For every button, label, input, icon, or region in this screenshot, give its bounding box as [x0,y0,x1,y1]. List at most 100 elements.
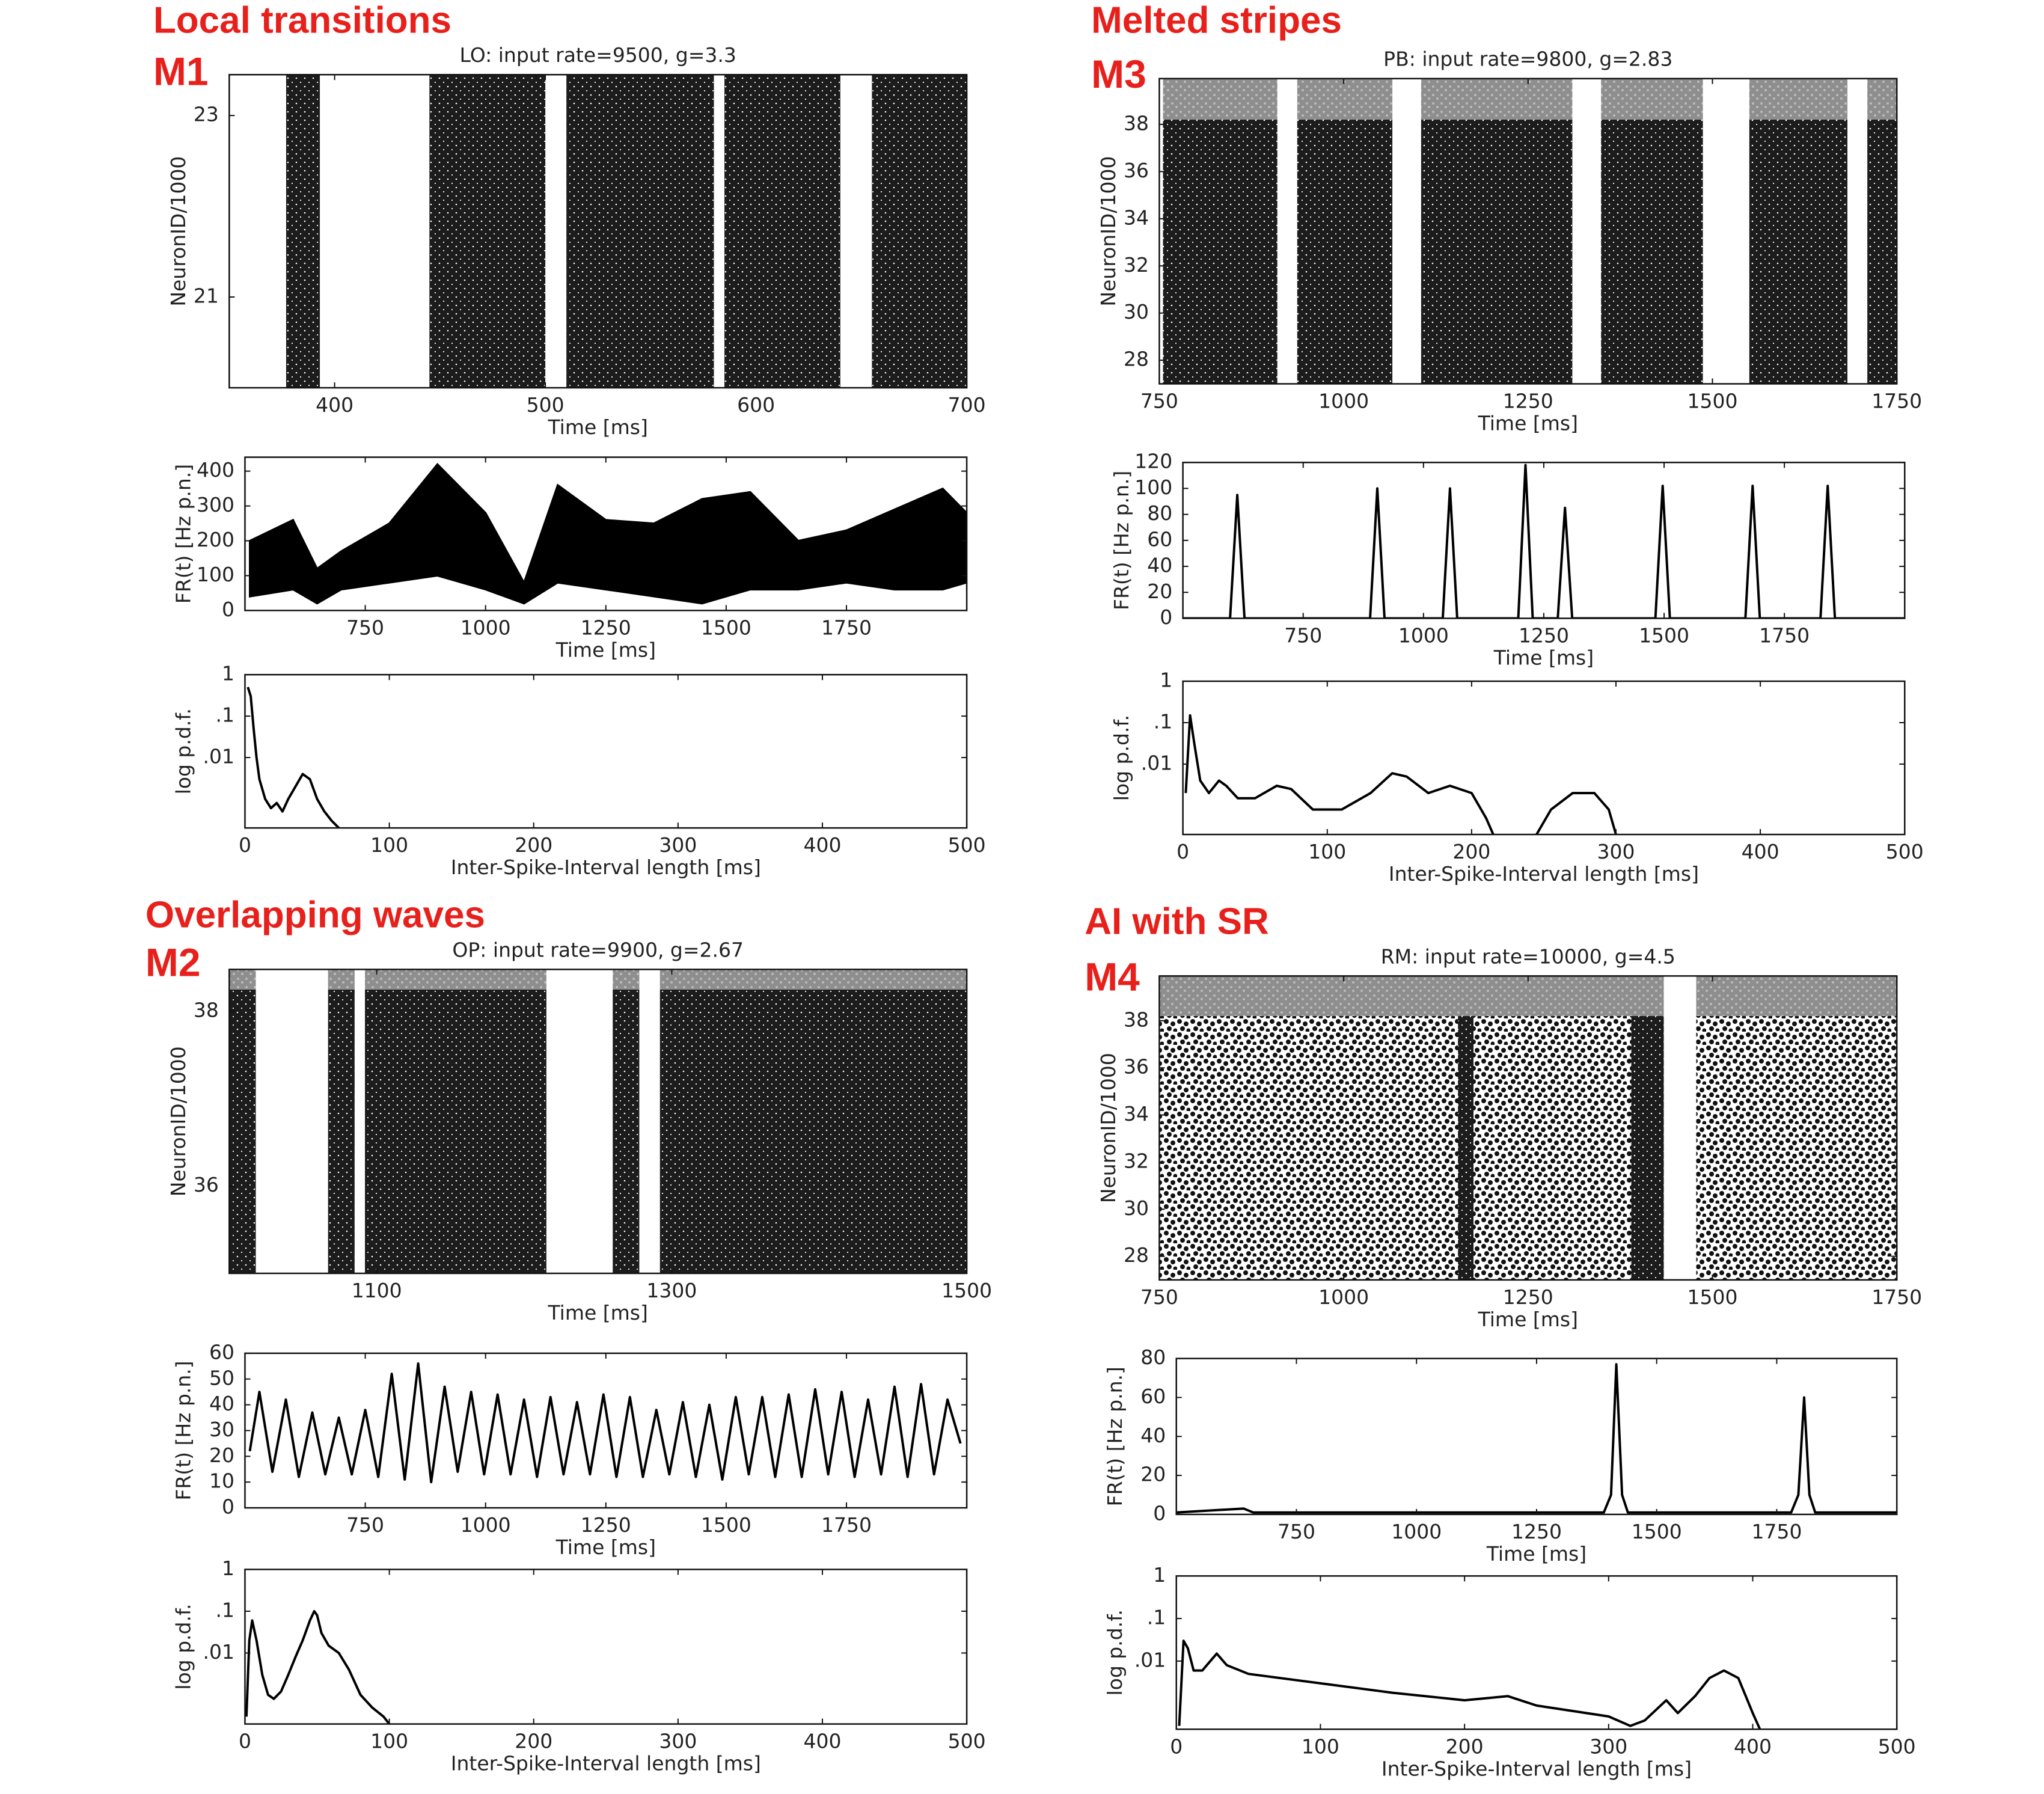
y-tick-label: 0 [222,1495,234,1519]
x-tick-label: 750 [1140,1285,1178,1309]
plot-area [246,687,340,828]
chart-title: PB: input rate=9800, g=2.83 [1383,47,1672,71]
x-tick-label: 300 [1597,840,1635,863]
panel: Local transitions M1 LO: input rate=9500, … [153,0,986,439]
x-axis-label: Time [ms] [1478,1308,1578,1331]
plot-area [286,75,967,388]
inhibitory-band [1159,976,1664,1016]
y-tick-label: .1 [216,1598,235,1621]
spike-band [1297,120,1393,384]
inhibitory-band [1297,78,1393,120]
y-tick-label: 32 [1124,1149,1149,1172]
x-tick-label: 100 [370,833,408,857]
plot-area [1159,976,1897,1280]
x-axis-label: Time [ms] [1493,646,1594,670]
inhibitory-band [1867,78,1897,120]
panel-label: M4 [1085,954,1140,999]
plot-frame [244,673,968,829]
x-tick-label: 500 [1886,840,1924,863]
plot-frame [244,1352,968,1509]
y-axis-label: log p.d.f. [172,708,195,794]
plot-area [248,1362,962,1484]
chart-title: OP: input rate=9900, g=2.67 [452,938,744,961]
inhibitory-band [1749,78,1847,120]
x-tick-label: 1000 [1318,389,1369,412]
plot-frame [1182,680,1906,836]
panel-heading: Overlapping waves [145,895,485,936]
inhibitory-band [659,969,967,990]
x-axis-label: Time [ms] [548,415,648,439]
panel-label: M2 [145,940,201,984]
panel-heading: AI with SR [1085,901,1269,943]
x-tick-label: 1750 [1751,1520,1802,1543]
spike-band [328,989,355,1273]
x-tick-label: 1750 [821,616,872,639]
y-axis-label: NeuronID/1000 [167,156,190,307]
x-tick-label: 200 [515,1730,552,1753]
spike-band [659,989,967,1273]
panel: AI with SR M4 RM: input rate=10000, g=4.5 7… [1085,901,1922,1331]
y-tick-label: .1 [1147,1606,1166,1629]
x-axis-label: Time [ms] [548,1301,648,1324]
x-tick-label: 0 [239,833,251,857]
y-tick-label: 38 [1124,1008,1149,1031]
inhibitory-band [328,969,355,990]
y-tick-label: 100 [1134,476,1172,499]
y-axis-label: FR(t) [Hz p.n.] [1110,471,1133,610]
x-tick-label: 500 [948,833,986,857]
y-tick-label: .01 [1141,751,1172,774]
y-tick-label: .01 [203,745,234,768]
plot-frame [1182,461,1906,619]
y-tick-label: 100 [197,563,234,586]
x-tick-label: 500 [1878,1734,1916,1758]
y-tick-label: 30 [1124,300,1149,323]
chart-title: RM: input rate=10000, g=4.5 [1381,944,1675,968]
y-tick-label: 1 [1153,1563,1166,1587]
x-tick-label: 750 [1140,389,1178,412]
x-tick-label: 100 [370,1730,408,1753]
spike-band [1867,120,1897,384]
spike-band [1749,120,1847,384]
y-tick-label: 38 [1124,111,1149,135]
y-tick-label: 400 [197,458,234,482]
spike-band [724,75,840,388]
y-tick-label: 36 [194,1173,219,1196]
plot-area [1176,1363,1897,1514]
y-axis-label: log p.d.f. [172,1603,195,1689]
y-tick-label: 60 [1147,527,1172,551]
inhibitory-band [1601,78,1703,120]
spike-band [1601,120,1703,384]
plot-area [1163,78,1897,384]
y-tick-label: 20 [209,1443,234,1467]
x-tick-label: 400 [316,393,353,417]
y-tick-label: 120 [1134,450,1172,473]
x-tick-label: 750 [346,616,384,639]
x-tick-label: 1500 [701,616,751,639]
panel: 0 100 200 300 400 500 1 .1 .01 Inter-Spike-Interv… [1103,1563,1916,1780]
plot-area [1184,714,1617,835]
x-axis-label: Inter-Spike-Interval length [ms] [451,856,761,879]
panel: Melted stripes M3 PB: input rate=9800, g=2… [1091,0,1922,435]
data-line [1178,1639,1761,1730]
y-tick-label: 0 [222,598,234,621]
inhibitory-band [613,969,640,990]
y-axis-label: NeuronID/1000 [167,1046,190,1196]
x-tick-label: 500 [948,1730,986,1753]
x-tick-label: 200 [1446,1734,1484,1758]
x-tick-label: 1250 [1519,623,1569,647]
x-axis-label: Inter-Spike-Interval length [ms] [1382,1757,1692,1780]
spike-band [286,75,320,388]
y-tick-label: 20 [1140,1463,1166,1486]
y-tick-label: 10 [209,1469,234,1493]
panel: 750 1000 1250 1500 1750 0 20 40 60 80 Time [ms] FR(… [1103,1346,1898,1566]
x-tick-label: 1000 [461,1513,511,1537]
x-tick-label: 750 [1278,1520,1315,1543]
panel: 750 1000 1250 1500 1750 0 100 200 300 400 Time [ms… [172,456,968,661]
y-axis-label: log p.d.f. [1103,1609,1127,1695]
y-tick-label: 200 [197,528,234,551]
x-tick-label: 1500 [1632,1520,1682,1543]
plot-frame [228,73,968,389]
